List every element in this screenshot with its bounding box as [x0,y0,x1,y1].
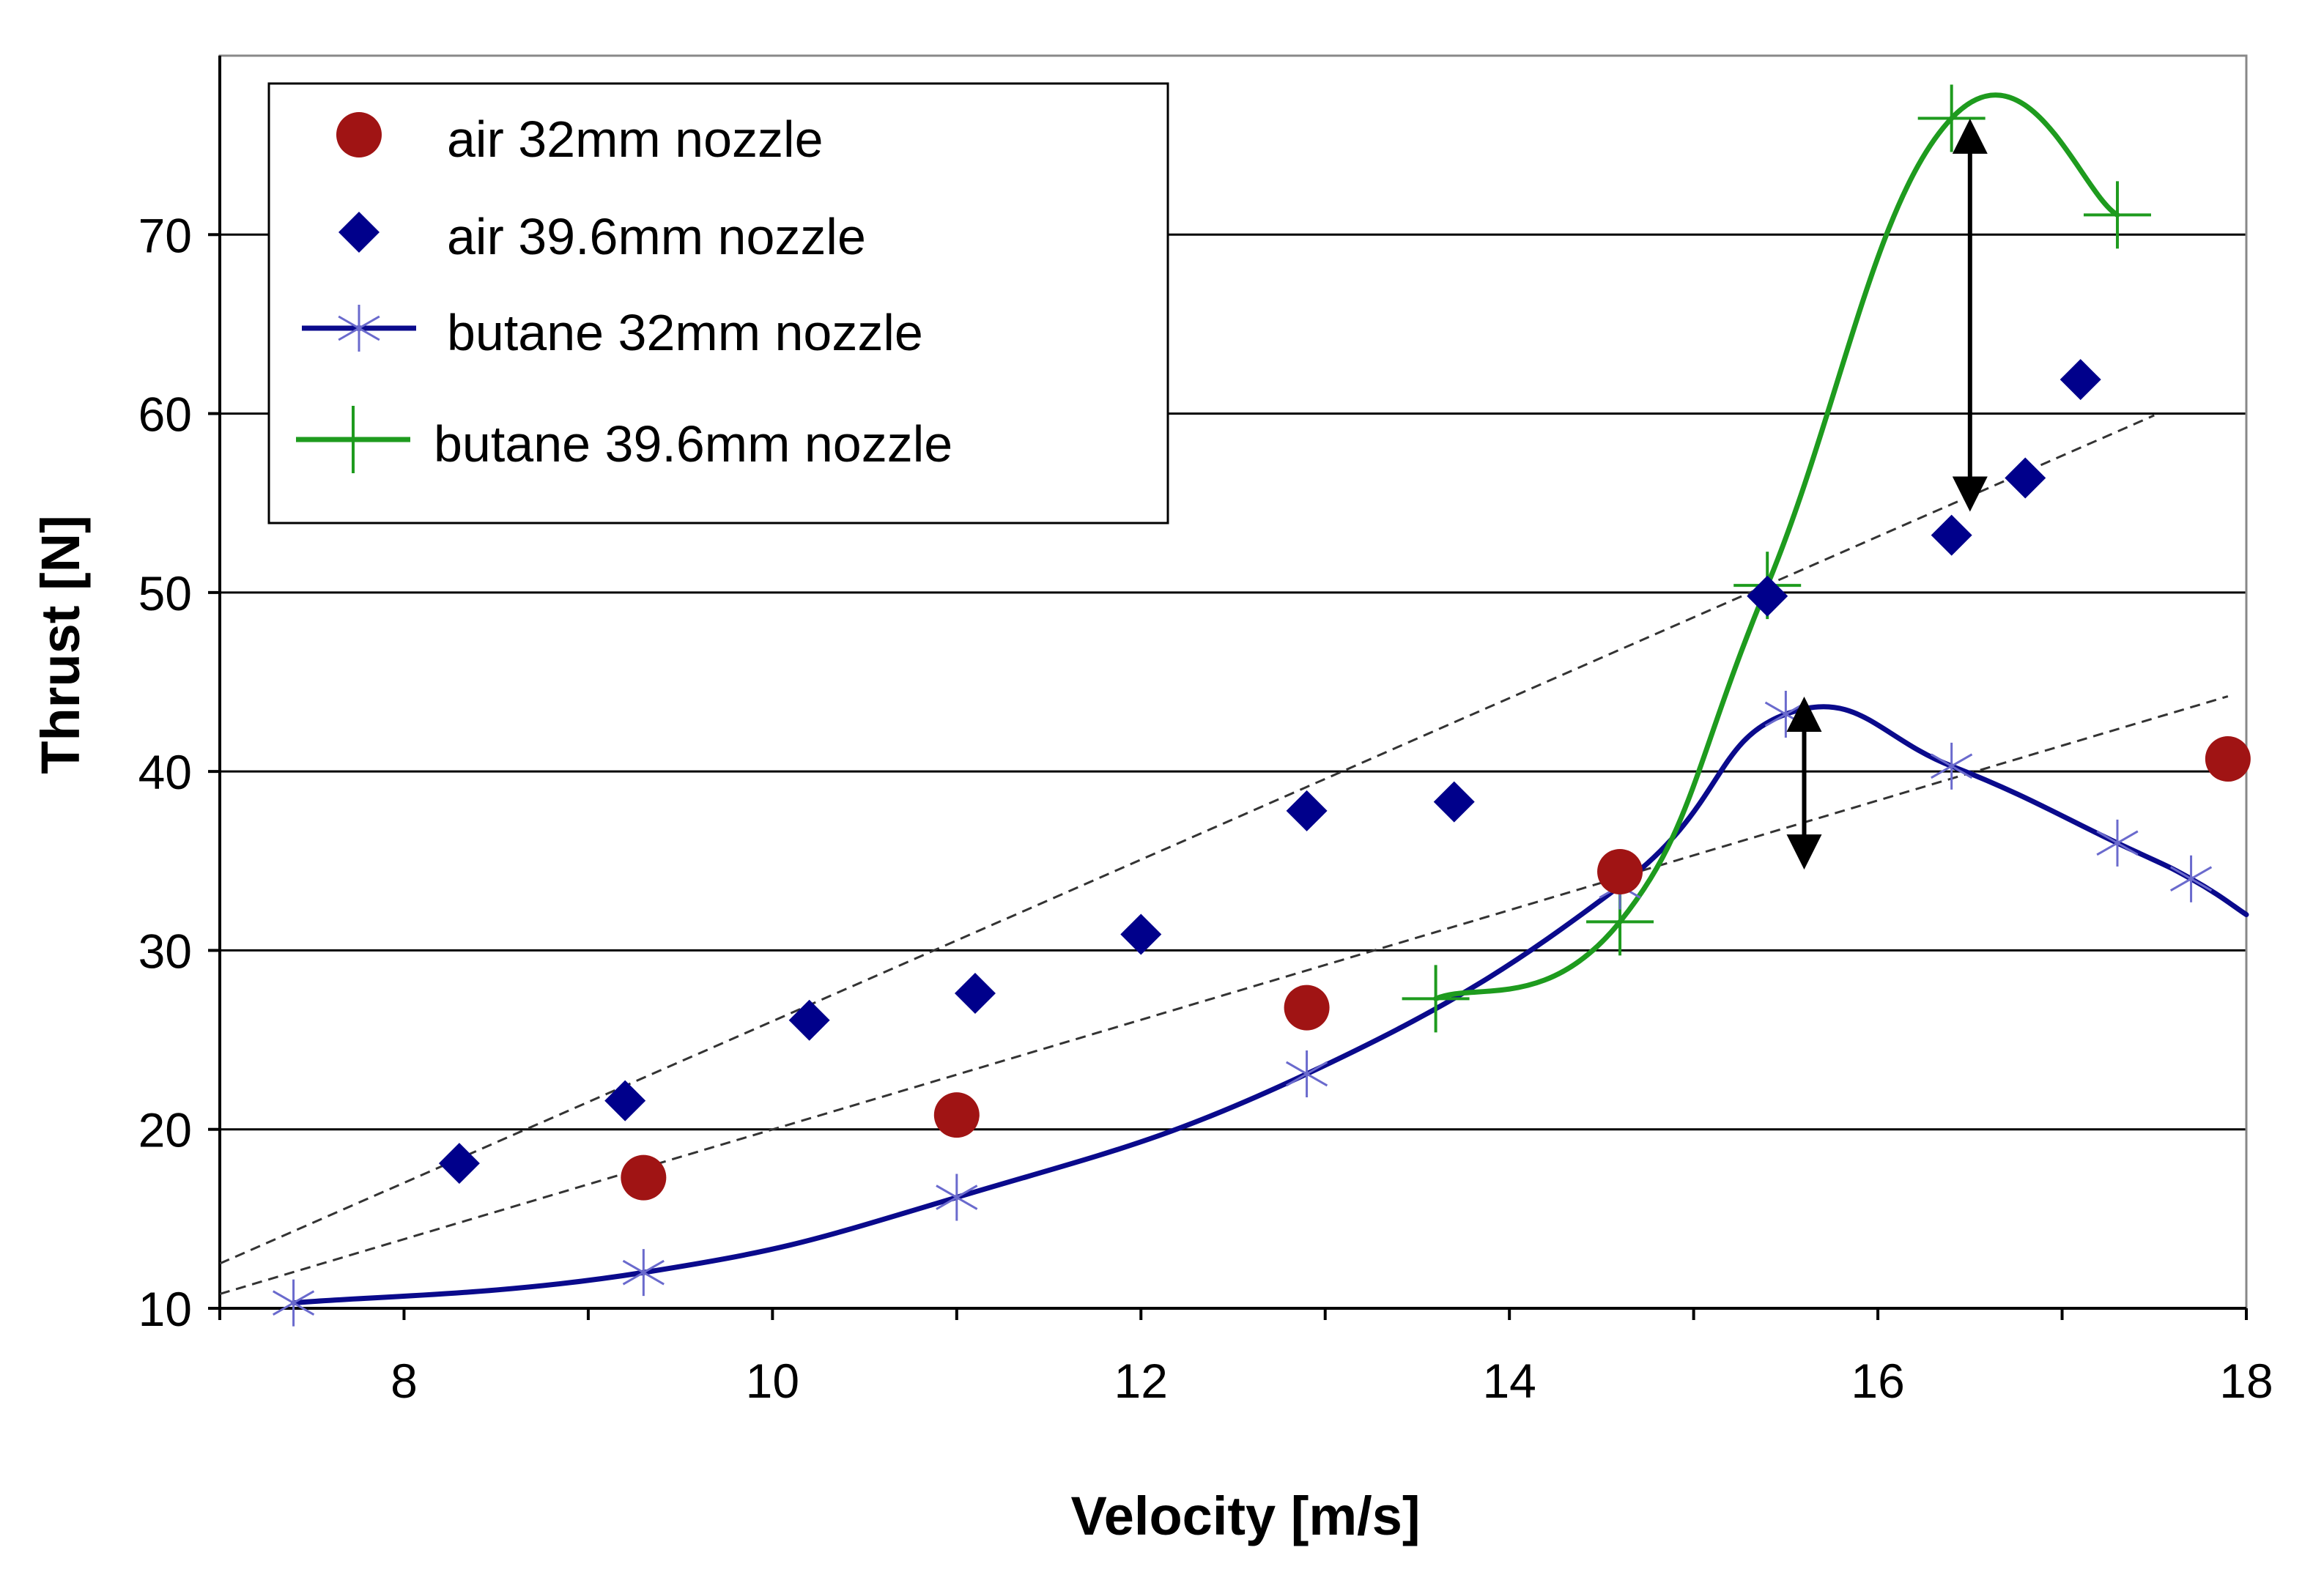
air-39-6mm-nozzle-point [1931,514,1972,556]
legend-label: air 32mm nozzle [447,111,824,168]
legend-label: air 39.6mm nozzle [447,208,866,265]
legend-item-air-32mm-nozzle: air 32mm nozzle [336,111,824,168]
x-tick-label: 16 [1851,1354,1904,1408]
butane-32mm-nozzle-point [2096,819,2139,867]
legend-label: butane 39.6mm nozzle [434,415,952,472]
legend-marker-sample [336,112,382,157]
butane-32mm-nozzle-line [291,704,2249,1306]
x-tick-label: 14 [1482,1354,1536,1408]
legend-marker-sample [319,406,387,473]
butane-32mm-nozzle-point [622,1249,665,1297]
x-tick-label: 10 [746,1354,799,1408]
air-32mm-nozzle-point [621,1154,667,1201]
gridlines [220,233,2246,1131]
y-tick-label: 20 [138,1103,192,1157]
air-39-6mm-nozzle-point [788,999,830,1041]
x-tick-label: 12 [1114,1354,1168,1408]
x-tick-label: 18 [2219,1354,2273,1408]
butane-32mm-nozzle-point [2169,855,2213,902]
air-39-6mm-nozzle-point [954,973,996,1015]
y-axis-title: Thrust [N] [30,515,91,774]
trendlines [219,414,2229,1295]
air-39-6mm-nozzle-point [1120,913,1162,955]
legend-marker-sample [338,305,380,352]
axes: 8 10 12 14 16 18 10 20 30 40 50 60 70 [138,56,2273,1408]
air-32mm-nozzle-point [1597,848,1643,894]
butane-39-6mm-nozzle-line [1433,92,2120,1001]
air-32mm-nozzle-point [933,1092,980,1138]
x-ticks: 8 10 12 14 16 18 [218,1308,2273,1408]
y-tick-label: 60 [138,388,192,442]
y-ticks: 10 20 30 40 50 60 70 [138,208,220,1336]
air-39-6mm-nozzle-point [1747,575,1788,617]
air-39-6mm-nozzle-trend [219,414,2155,1265]
y-tick-label: 50 [138,566,192,620]
butane-32mm-nozzle-point [272,1279,315,1327]
legend-item-air-39-6mm-nozzle: air 39.6mm nozzle [338,208,866,265]
y-tick-label: 10 [138,1282,192,1336]
legend-item-butane-39-6mm-nozzle: butane 39.6mm nozzle [296,406,952,473]
air-39-6mm-nozzle-point [1286,790,1328,831]
butane-32mm-nozzle-point [1931,742,1973,790]
x-tick-label: 8 [391,1354,418,1408]
legend-item-butane-32mm-nozzle: butane 32mm nozzle [302,304,923,361]
butane-39-6mm-nozzle-point [1402,965,1470,1033]
air-39-6mm-nozzle-point [2005,457,2046,499]
legend-label: butane 32mm nozzle [447,304,923,361]
y-tick-label: 30 [138,924,192,978]
y-tick-label: 70 [138,208,192,262]
air-32mm-nozzle-point [2205,736,2251,782]
annotations [1786,118,1988,870]
air-39-6mm-nozzle-point [438,1143,480,1185]
legend: air 32mm nozzle air 39.6mm nozzle butane 3… [267,82,1169,524]
air-32mm-nozzle-point [1284,985,1330,1031]
x-axis-title: Velocity [m/s] [1070,1486,1420,1546]
air-32mm-nozzle-trend [219,695,2229,1295]
y-tick-label: 40 [138,745,192,799]
air-39-6mm-nozzle-point [1433,781,1475,823]
air-39-6mm-nozzle-point [604,1080,646,1122]
butane-32mm-nozzle-point [1285,1050,1328,1097]
legend-marker-sample [338,212,380,253]
air-39-6mm-nozzle-point [2060,359,2101,401]
legend-box [267,82,1169,524]
butane-39-6mm-nozzle-point [1917,84,1986,152]
butane-32mm-nozzle-point [936,1174,978,1221]
series-markers [272,84,2251,1327]
series-lines [291,92,2249,1306]
butane-39-6mm-nozzle-point [2083,181,2151,249]
